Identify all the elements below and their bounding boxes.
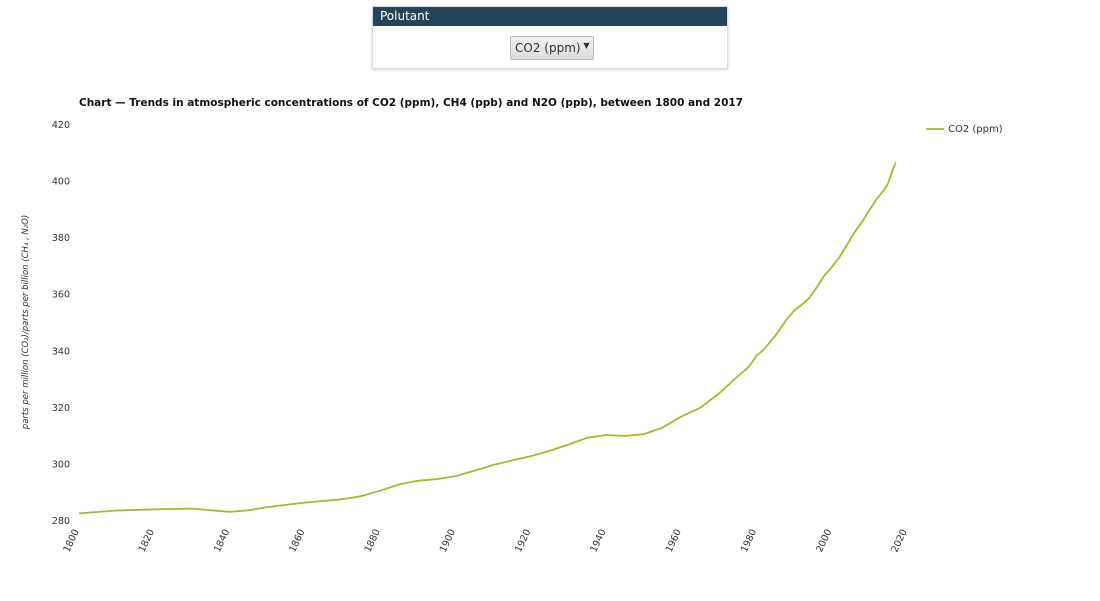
- y-tick-label: 380: [52, 233, 70, 244]
- x-tick-label: 1940: [588, 528, 608, 555]
- series-line-co2: [78, 161, 897, 515]
- y-axis-ticks: 280 300 320 340 360 380 400 420: [52, 120, 70, 527]
- x-tick-label: 1800: [62, 528, 82, 555]
- x-tick-label: 1980: [739, 528, 759, 555]
- x-tick-label: 2020: [890, 528, 910, 555]
- x-tick-label: 1880: [363, 528, 383, 555]
- x-tick-label: 1960: [664, 528, 684, 555]
- pollutant-filter-panel: Polutant CO2 (ppm) ▼: [372, 6, 728, 69]
- dropdown-caret-icon: ▼: [583, 41, 590, 50]
- y-tick-label: 320: [52, 403, 70, 414]
- x-tick-label: 1900: [438, 528, 458, 555]
- y-tick-label: 300: [52, 459, 70, 470]
- legend: CO2 (ppm): [926, 124, 1003, 135]
- y-tick-label: 340: [52, 346, 70, 357]
- x-tick-label: 1840: [212, 528, 232, 555]
- y-tick-label: 280: [52, 516, 70, 527]
- chart-title: Chart — Trends in atmospheric concentrat…: [79, 97, 743, 109]
- pollutant-select-wrapper: CO2 (ppm) ▼: [510, 36, 594, 60]
- legend-label-co2: CO2 (ppm): [948, 124, 1003, 135]
- x-tick-label: 2000: [814, 528, 834, 555]
- x-tick-label: 1820: [137, 528, 157, 555]
- x-axis-ticks: 1800 1820 1840 1860 1880 1900 1920 1940 1960 1980…: [62, 528, 910, 555]
- pollutant-select[interactable]: CO2 (ppm) ▼: [510, 36, 594, 60]
- y-tick-label: 400: [52, 177, 70, 188]
- y-axis-label: parts per million (CO₂)/parts per billio…: [21, 215, 31, 430]
- x-tick-label: 1920: [513, 528, 533, 555]
- x-tick-label: 1860: [287, 528, 307, 555]
- pollutant-select-value: CO2 (ppm): [515, 41, 581, 55]
- filter-header: Polutant: [373, 7, 727, 26]
- y-tick-label: 420: [52, 120, 70, 131]
- y-tick-label: 360: [52, 290, 70, 301]
